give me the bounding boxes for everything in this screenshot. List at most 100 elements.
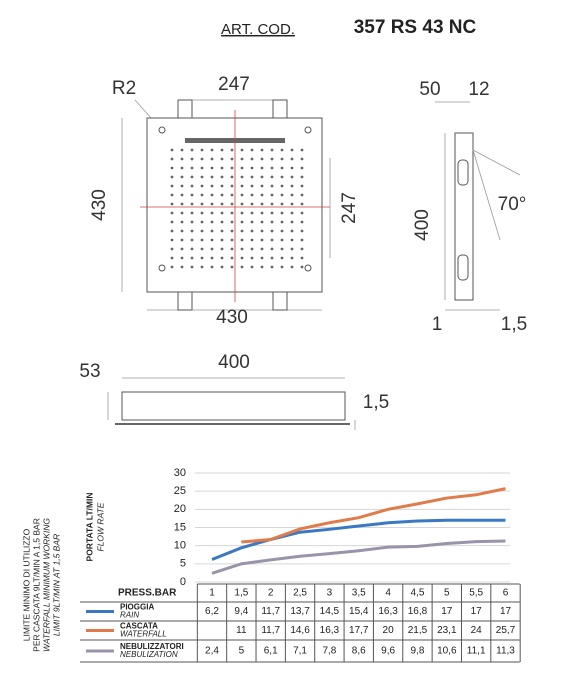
nozzle: [290, 247, 294, 251]
nozzle: [180, 148, 184, 152]
x-tick-label: 4,5: [410, 588, 424, 599]
nozzle: [250, 175, 254, 179]
nozzle: [230, 166, 234, 170]
nozzle: [300, 175, 304, 179]
nozzle: [280, 229, 284, 233]
note-line: PER CASCATA 9LT/MIN A 1,5 BAR: [31, 518, 41, 652]
table-cell: 11,7: [261, 625, 280, 636]
nozzle: [270, 265, 274, 269]
nozzle: [200, 184, 204, 188]
nozzle: [210, 229, 214, 233]
nozzle: [240, 175, 244, 179]
nozzle: [270, 202, 274, 206]
nozzle: [170, 265, 174, 269]
nozzle: [180, 175, 184, 179]
note-line: WATERFALL MINIMUM WORKING: [41, 518, 51, 652]
nozzle: [260, 220, 264, 224]
nozzle: [210, 265, 214, 269]
x-tick-label: 1,5: [234, 588, 248, 599]
x-axis-title: PRESS.BAR: [118, 588, 177, 599]
nozzle: [240, 148, 244, 152]
bottom-view: 53 400 1,5: [79, 352, 389, 430]
nozzle: [280, 175, 284, 179]
dimension-label: 50: [419, 79, 440, 100]
nozzle: [260, 202, 264, 206]
dimension-label: 400: [412, 209, 433, 241]
nozzle: [270, 220, 274, 224]
nozzle: [250, 193, 254, 197]
x-tick-label: 5: [444, 588, 450, 599]
nozzle: [270, 148, 274, 152]
legend-label: CASCATA: [120, 622, 158, 631]
nozzle: [270, 175, 274, 179]
table-cell: 8,6: [352, 646, 366, 657]
table-cell: 11,3: [496, 646, 515, 657]
table-cell: 10,6: [437, 646, 457, 657]
table-cell: 24: [471, 625, 483, 636]
dimension-label: 53: [79, 361, 100, 382]
y-axis-title: PORTATA LT/MIN: [84, 493, 94, 562]
table-cell: 2,4: [205, 646, 219, 657]
nozzle: [220, 166, 224, 170]
nozzle: [250, 229, 254, 233]
table-cell: 11: [236, 625, 247, 636]
nozzle: [280, 166, 284, 170]
nozzle: [230, 184, 234, 188]
table-cell: 16,3: [378, 606, 398, 617]
nozzle: [170, 175, 174, 179]
legend-label: PIOGGIA: [120, 603, 154, 612]
nozzle: [180, 202, 184, 206]
nozzle: [240, 229, 244, 233]
legend-label-en: WATERFALL: [120, 630, 167, 639]
nozzle: [260, 193, 264, 197]
nozzle: [230, 256, 234, 260]
legend-label-en: NEBULIZATION: [120, 650, 178, 659]
x-tick-label: 2: [268, 588, 274, 599]
nozzle: [180, 247, 184, 251]
nozzle: [230, 202, 234, 206]
nozzle: [190, 148, 194, 152]
nozzle: [170, 148, 174, 152]
table-cell: 14,6: [290, 625, 310, 636]
nozzle: [190, 220, 194, 224]
nozzle: [300, 220, 304, 224]
nozzle: [250, 148, 254, 152]
table-cell: 17: [500, 606, 512, 617]
table-cell: 13,7: [290, 606, 310, 617]
nozzle: [230, 193, 234, 197]
table-cell: 17: [471, 606, 483, 617]
table-cell: 9,6: [381, 646, 395, 657]
nozzle: [290, 211, 294, 215]
dimension-label: 247: [339, 192, 360, 224]
nozzle: [300, 229, 304, 233]
header-label: ART. COD.: [221, 21, 295, 38]
nozzle: [250, 157, 254, 161]
table-cell: 17: [441, 606, 453, 617]
note-line: LIMITE MINIMO DI UTILIZZO: [21, 528, 31, 641]
y-tick-label: 30: [174, 467, 186, 479]
nozzle: [210, 238, 214, 242]
nozzle: [230, 247, 234, 251]
nozzle: [180, 229, 184, 233]
x-tick-label: 3: [327, 588, 333, 599]
nozzle: [250, 202, 254, 206]
legend-label-en: RAIN: [120, 611, 139, 620]
dimension-label: 70°: [498, 194, 527, 215]
y-tick-label: 0: [180, 576, 186, 588]
nozzle: [190, 256, 194, 260]
nozzle: [190, 229, 194, 233]
nozzle: [240, 265, 244, 269]
y-tick-label: 15: [174, 521, 186, 533]
nozzle: [290, 193, 294, 197]
dimension-label: 1,5: [501, 314, 527, 335]
nozzle: [170, 211, 174, 215]
nozzle: [300, 211, 304, 215]
nozzle: [240, 202, 244, 206]
nozzle: [280, 148, 284, 152]
nozzle: [220, 256, 224, 260]
nozzle: [210, 211, 214, 215]
table-cell: 7,8: [322, 646, 336, 657]
nozzle: [210, 184, 214, 188]
nozzle: [240, 166, 244, 170]
dimension-label: 400: [218, 352, 250, 373]
